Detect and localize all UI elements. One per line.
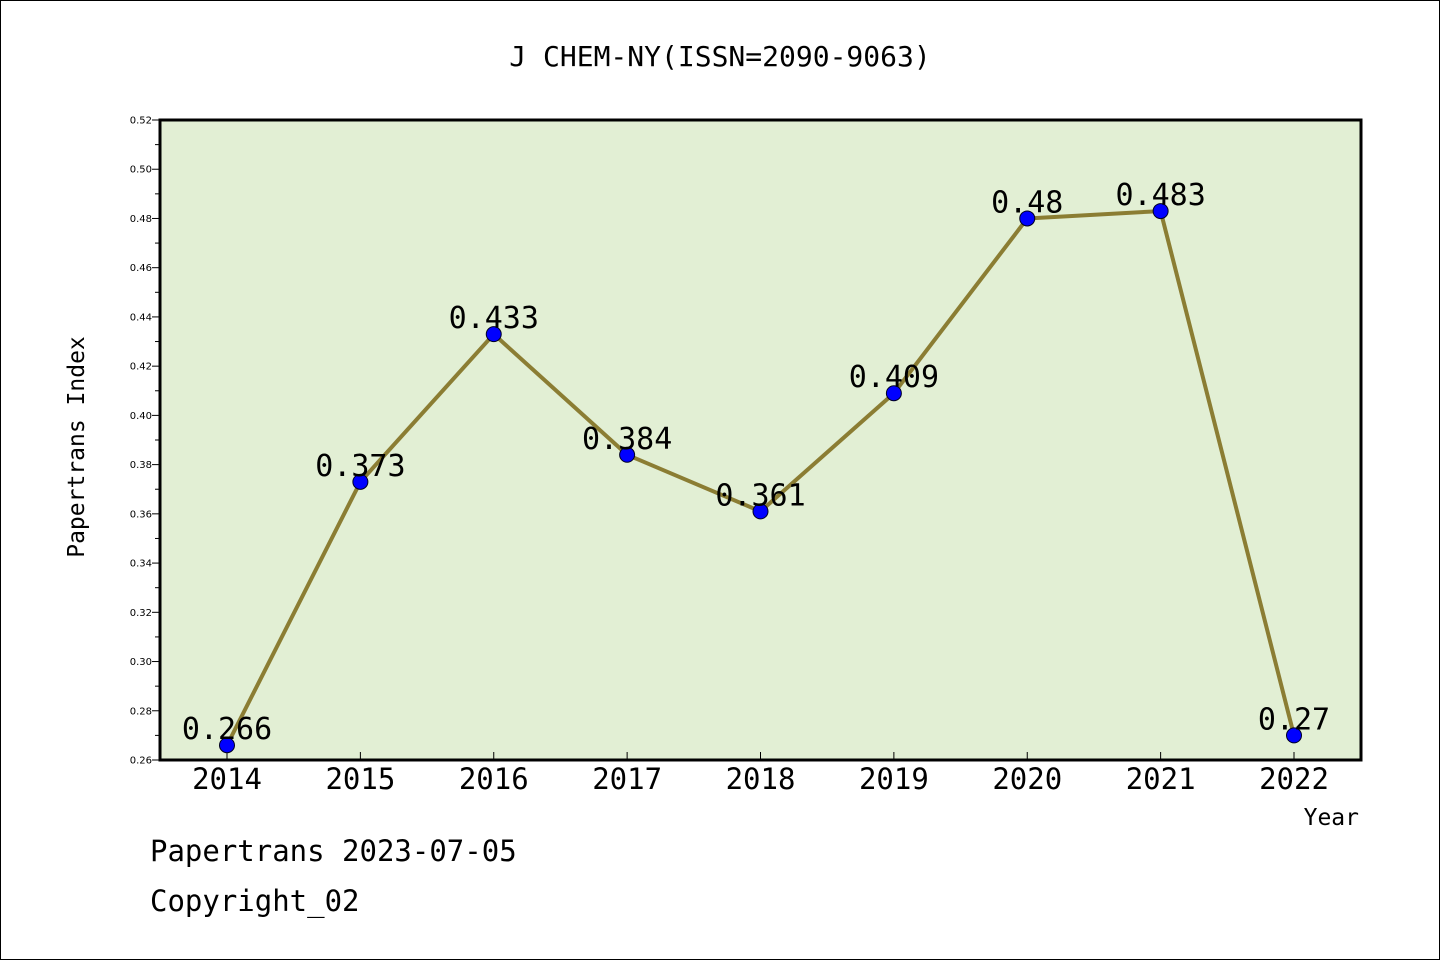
data-point-2021: [1152, 203, 1169, 220]
data-point-2016: [485, 326, 502, 343]
x-tick-label: 2020: [992, 762, 1062, 796]
y-tick-label: 0.38: [130, 460, 152, 471]
data-point-2020: [1019, 210, 1036, 227]
y-tick-label: 0.32: [130, 608, 152, 619]
x-axis-label: Year: [1304, 805, 1359, 831]
y-axis: 0.26 0.28 0.30 0.32 0.34 0.36 0.38 0.40 0.42 0.44…: [130, 116, 160, 767]
footer-date: Papertrans 2023-07-05: [150, 834, 517, 868]
x-tick-label: 2018: [726, 762, 796, 796]
data-label-2014: 0.266: [182, 712, 272, 747]
x-tick-label: 2021: [1126, 762, 1196, 796]
data-label-2016: 0.433: [449, 301, 539, 336]
plot-border: [158, 118, 1363, 762]
data-point-2015: [352, 473, 369, 490]
x-tick-label: 2016: [459, 762, 529, 796]
y-tick-label: 0.26: [130, 756, 152, 767]
data-label-2020: 0.48: [991, 185, 1063, 220]
x-tick-label: 2015: [325, 762, 395, 796]
data-point-2019: [885, 385, 902, 402]
y-tick-label: 0.44: [130, 312, 152, 323]
y-tick-label: 0.28: [130, 706, 152, 717]
data-label-2019: 0.409: [849, 360, 939, 395]
data-label-2021: 0.483: [1115, 178, 1205, 213]
data-point-2018: [752, 503, 769, 520]
y-axis-label: Papertrans Index: [64, 336, 90, 558]
y-tick-label: 0.42: [130, 362, 152, 373]
y-tick-label: 0.40: [130, 411, 152, 422]
y-tick-label: 0.50: [130, 165, 152, 176]
y-tick-label: 0.36: [130, 509, 152, 520]
data-labels: 0.266 0.373 0.433 0.384 0.361 0.409 0.48 0.483 0…: [182, 178, 1330, 747]
data-point-2014: [219, 737, 235, 754]
plot-area: [160, 120, 1361, 760]
y-tick-label: 0.48: [130, 214, 152, 225]
data-label-2017: 0.384: [582, 422, 672, 457]
x-tick-label: 2019: [859, 762, 929, 796]
x-tick-label: 2017: [592, 762, 662, 796]
data-point-2022: [1286, 727, 1302, 744]
footer-copyright: Copyright_02: [150, 884, 360, 918]
x-axis: 2014 2015 2016 2017 2018 2019 2020 2021 2022: [192, 752, 1329, 796]
data-label-2015: 0.373: [315, 449, 405, 484]
data-point-2017: [619, 446, 636, 463]
data-label-2022: 0.27: [1258, 702, 1330, 737]
data-points: [219, 203, 1302, 754]
x-tick-label: 2014: [192, 762, 262, 796]
y-tick-label: 0.46: [130, 263, 152, 274]
x-tick-label: 2022: [1259, 762, 1329, 796]
data-label-2018: 0.361: [715, 478, 805, 513]
y-tick-label: 0.52: [130, 116, 152, 127]
y-tick-label: 0.30: [130, 657, 152, 668]
y-tick-label: 0.34: [130, 559, 152, 570]
chart-title: J CHEM-NY(ISSN=2090-9063): [509, 40, 930, 73]
